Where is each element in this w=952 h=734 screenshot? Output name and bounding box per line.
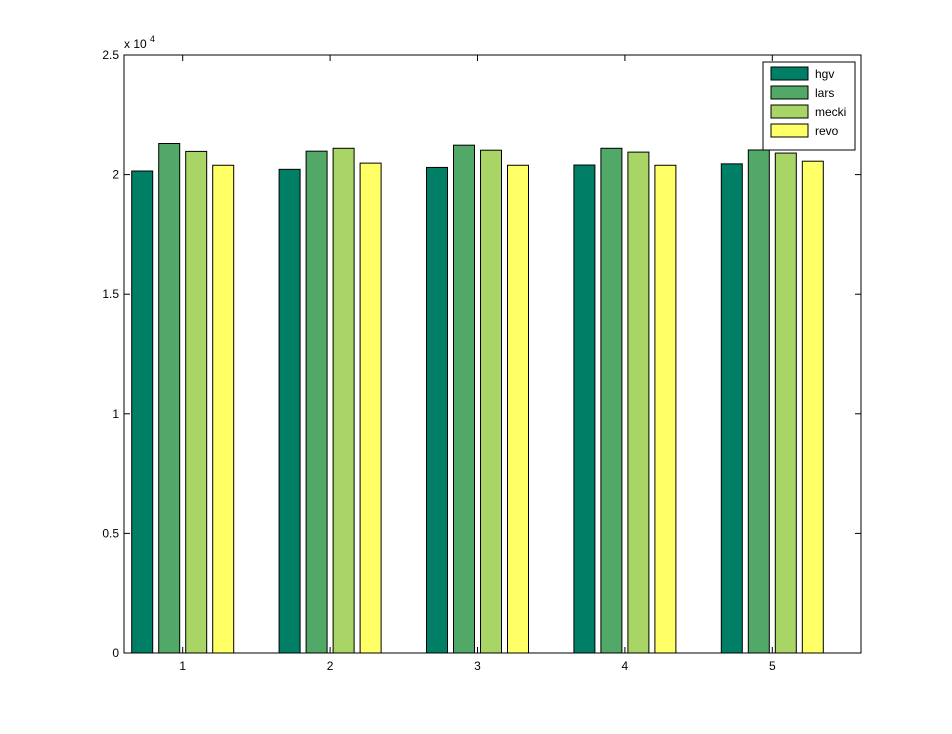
bar-revo-2 <box>359 162 382 654</box>
bar-revo-5 <box>801 160 824 654</box>
legend-swatch-mecki <box>770 104 809 119</box>
legend: hgv lars mecki revo <box>762 61 856 151</box>
x-tick-label: 1 <box>179 659 186 673</box>
legend-swatch-hgv <box>770 66 809 81</box>
y-tick-label: 1 <box>112 407 119 421</box>
bar-mecki-2 <box>332 147 355 654</box>
legend-label-mecki: mecki <box>815 105 846 119</box>
y-tick-label: 1.5 <box>102 287 119 301</box>
y-axis-multiplier: x 10 4 <box>124 34 155 51</box>
x-tick-label: 5 <box>769 659 776 673</box>
bar-revo-3 <box>507 164 529 654</box>
bar-hgv-3 <box>426 166 448 654</box>
bar-hgv-1 <box>131 170 154 654</box>
legend-swatch-lars <box>770 85 809 100</box>
legend-label-revo: revo <box>815 124 839 138</box>
bar-revo-1 <box>212 164 235 654</box>
bar-lars-1 <box>158 143 181 654</box>
plot-area-frame <box>123 54 862 654</box>
bar-hgv-5 <box>720 163 743 654</box>
y-tick-label: 0.5 <box>102 526 119 540</box>
x-tick-label: 2 <box>327 659 334 673</box>
legend-label-lars: lars <box>815 86 834 100</box>
bar-lars-3 <box>453 144 475 654</box>
legend-swatch-revo <box>770 123 809 138</box>
y-axis-multiplier-base: x 10 <box>124 37 147 51</box>
x-tick-label: 3 <box>474 659 481 673</box>
bar-mecki-4 <box>627 151 650 654</box>
bar-lars-2 <box>305 150 328 654</box>
bars-layer <box>131 143 824 654</box>
y-tick-label: 2 <box>112 168 119 182</box>
bar-hgv-4 <box>573 164 596 654</box>
y-tick-label: 0 <box>112 646 119 660</box>
y-tick-label: 2.5 <box>102 48 119 62</box>
bar-mecki-1 <box>185 150 208 654</box>
y-axis-multiplier-exponent: 4 <box>150 34 155 44</box>
bar-mecki-3 <box>480 149 502 654</box>
bar-revo-4 <box>654 164 677 654</box>
x-tick-label: 4 <box>622 659 629 673</box>
bar-mecki-5 <box>774 152 797 654</box>
bar-hgv-2 <box>278 168 301 654</box>
legend-label-hgv: hgv <box>815 67 834 81</box>
bar-lars-5 <box>747 149 770 654</box>
ticks-layer: 0 0.5 1 1.5 2 2.5 1 2 3 4 5 <box>102 48 861 673</box>
bar-lars-4 <box>600 147 623 654</box>
